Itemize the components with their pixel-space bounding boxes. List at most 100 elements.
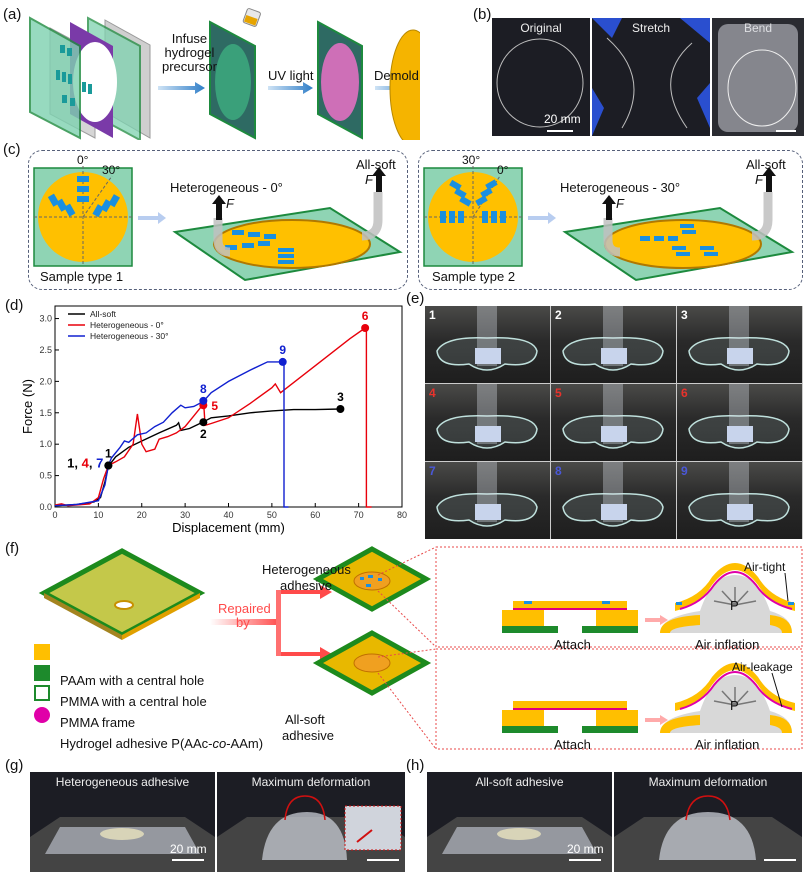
panel-g-label: (g) — [5, 757, 24, 774]
heterogeneous-0-label: Heterogeneous - 0° — [170, 180, 283, 195]
sample-type-2-label: Sample type 2 — [432, 269, 516, 284]
peel-photo-6: 6 — [677, 384, 802, 461]
photo-number-8: 8 — [555, 464, 562, 478]
data-point-6 — [361, 323, 370, 332]
scale-bar — [569, 859, 601, 861]
y-tick-label: 1.0 — [39, 439, 52, 449]
y-axis-label: Force (N) — [20, 379, 35, 434]
photo-number-6: 6 — [681, 386, 688, 400]
annotation-part: , — [89, 456, 96, 471]
panel-d-label: (d) — [5, 297, 24, 314]
type2-blue-blocks — [440, 179, 506, 223]
x-tick-label: 10 — [93, 510, 103, 520]
cured-hydrogel — [321, 43, 359, 121]
annotation-part: 7 — [96, 456, 103, 471]
inflation-label-2: Air inflation — [695, 737, 760, 752]
arrow-soft — [281, 647, 332, 661]
g-photo-before: Heterogeneous adhesive 20 mm — [30, 772, 215, 872]
hetero-adhesive-line2: adhesive — [280, 578, 333, 593]
y-tick-label: 2.0 — [39, 376, 52, 386]
data-point-2 — [199, 418, 208, 427]
annotation-part: , — [74, 456, 81, 471]
type1-soft-tape — [361, 192, 383, 241]
arrow-to-3d — [138, 212, 166, 224]
force-label: F — [755, 172, 763, 187]
h-right-caption: Maximum deformation — [648, 775, 768, 789]
type1-angle-30: 30° — [102, 163, 121, 177]
legend-adhesive: Hydrogel adhesive P(AAc-co-AAm) — [60, 736, 263, 751]
attach-label-1: Attach — [554, 637, 591, 652]
g-left-caption: Heterogeneous adhesive — [55, 775, 190, 789]
soft-patch — [353, 653, 391, 673]
x-tick-label: 0 — [52, 510, 57, 520]
type2-angle-0: 0° — [497, 163, 509, 177]
heterogeneous-30-label: Heterogeneous - 30° — [560, 180, 681, 195]
point-label-1: 1 — [105, 447, 112, 461]
legend-label: Heterogeneous - 0° — [90, 320, 164, 330]
arrow-to-3d — [528, 212, 556, 224]
sample-type-1-label: Sample type 1 — [40, 269, 124, 284]
force-label: F — [616, 196, 624, 211]
y-tick-label: 0.5 — [39, 471, 52, 481]
force-arrow-icon — [372, 167, 386, 192]
photo-original-caption: Original — [520, 21, 562, 35]
mold-cavity — [215, 44, 251, 120]
scale-bar — [172, 859, 204, 861]
legend-pmma: PMMA with a central hole — [60, 694, 207, 709]
soft-attach-section — [502, 701, 638, 733]
point-label-3: 3 — [337, 390, 344, 404]
series-line-heterogeneous-0- — [54, 327, 372, 508]
panel-f-label: (f) — [5, 540, 20, 557]
point-label-5: 5 — [211, 399, 218, 413]
spacer-hole — [73, 42, 117, 122]
legend-label: All-soft — [90, 309, 117, 319]
peel-photo-9: 9 — [677, 462, 802, 539]
force-arrow-icon — [212, 195, 226, 220]
legend-adhesive-swatch — [34, 707, 50, 723]
force-displacement-chart: 0 10 20 30 40 50 60 70 80 0.0 0.5 1.0 1.5 2.0 2.5 3.0 1… — [20, 305, 407, 535]
h-scale-label: 20 mm — [567, 842, 604, 856]
x-tick-label: 60 — [310, 510, 320, 520]
photo-number-4: 4 — [429, 386, 436, 400]
type2-peel-tape — [603, 218, 621, 257]
g-photo-after: Maximum deformation — [217, 772, 405, 872]
scale-bar — [367, 859, 399, 861]
pattern-blocks — [56, 45, 92, 106]
damaged-sheet — [38, 548, 206, 638]
arrow-infuse — [158, 82, 205, 94]
hetero-adhesive-line1: Heterogeneous — [262, 562, 351, 577]
photo-number-1: 1 — [429, 308, 436, 322]
pressure-label-2: P — [730, 698, 739, 713]
air-leakage-label: Air-leakage — [732, 660, 793, 674]
annotation-part: 4 — [82, 456, 90, 471]
demolded-disk — [389, 29, 420, 140]
type2-soft-tape — [751, 192, 773, 241]
soft-adhesive-line1: All-soft — [285, 712, 325, 727]
sample-type-2-box — [418, 150, 803, 290]
repaired-label: Repaired — [218, 601, 271, 616]
photo-number-9: 9 — [681, 464, 688, 478]
x-axis-label: Displacement (mm) — [172, 520, 285, 535]
hetero-callout-box — [435, 546, 803, 648]
infuse-line-1: Infuse — [171, 31, 208, 46]
peel-photo-4: 4 — [425, 384, 550, 461]
repair-arrow-stem — [210, 619, 280, 625]
point-label-2: 2 — [200, 427, 207, 441]
panel-e-label: (e) — [406, 290, 425, 307]
photo-bend: Bend — [712, 18, 804, 136]
x-tick-label: 70 — [354, 510, 364, 520]
x-tick-label: 20 — [137, 510, 147, 520]
all-soft-label-1: All-soft — [356, 157, 396, 172]
infuse-label: Infuse hydrogel precursor — [162, 32, 217, 74]
panel-c-label: (c) — [3, 141, 21, 158]
mold-assembly-diagram — [29, 8, 420, 140]
panel-a-label: (a) — [3, 6, 22, 23]
data-point-1 — [104, 461, 113, 470]
data-point-3 — [336, 405, 345, 414]
g-right-caption: Maximum deformation — [251, 775, 371, 789]
scale-bar — [764, 859, 796, 861]
sample-type-1-box — [28, 150, 408, 290]
uv-light-label: UV light — [268, 68, 314, 83]
force-label: F — [226, 196, 234, 211]
photo-number-7: 7 — [429, 464, 436, 478]
